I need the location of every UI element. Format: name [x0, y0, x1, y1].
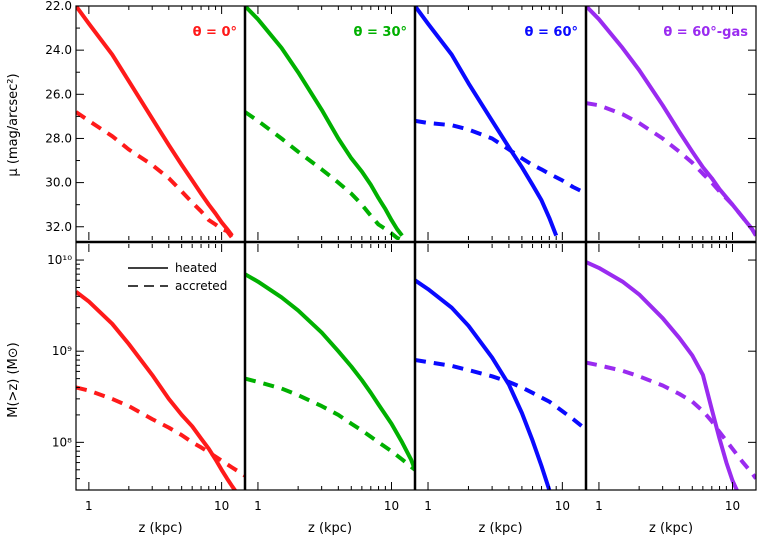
y-tick-label: 22.0: [45, 0, 72, 13]
x-tick-label: 1: [85, 499, 93, 513]
legend-label-accreted: accreted: [175, 279, 227, 293]
series-line-accreted-bottom-2: [415, 358, 586, 432]
bottom-y-axis-label: M(>z) (M⊙): [6, 342, 21, 417]
series-line-accreted-top-2: [415, 118, 586, 196]
x-axis-label: z (kpc): [478, 521, 522, 536]
x-tick-label: 1: [424, 499, 432, 513]
series-line-accreted-top-1: [245, 110, 403, 240]
series-line-heated-bottom-2: [415, 278, 552, 490]
x-axis-label: z (kpc): [308, 521, 352, 536]
x-tick-label: 1: [254, 499, 262, 513]
y-tick-label: 10¹⁰: [47, 253, 72, 267]
x-tick-label: 10: [725, 499, 740, 513]
x-axis-label: z (kpc): [138, 521, 182, 536]
plot-area: 1 10 z (kpc) 1 10 z (kpc) 1 10 z (kpc) 1 10 z (kpc)…: [45, 0, 757, 536]
legend-label-heated: heated: [175, 261, 217, 275]
y-tick-label: 32.0: [45, 220, 72, 234]
series-line-accreted-top-0: [76, 110, 234, 240]
series-line-heated-top-0: [76, 6, 234, 237]
series-line-accreted-bottom-0: [76, 385, 245, 478]
y-tick-label: 10⁹: [52, 344, 72, 358]
series-line-heated-bottom-3: [586, 260, 739, 490]
y-tick-label: 28.0: [45, 131, 72, 145]
y-tick-label: 10⁸: [52, 435, 72, 449]
panel-title: θ = 60°-gas: [663, 25, 748, 40]
x-tick-label: 1: [595, 499, 603, 513]
x-tick-label: 10: [384, 499, 399, 513]
y-tick-label: 30.0: [45, 176, 72, 190]
panel-title: θ = 0°: [193, 25, 237, 40]
x-axis-label: z (kpc): [649, 521, 693, 536]
panel-title: θ = 30°: [354, 25, 407, 40]
series-line-accreted-top-3: [586, 101, 756, 237]
series-line-heated-top-2: [415, 6, 559, 237]
x-tick-label: 10: [555, 499, 570, 513]
panel-title: θ = 60°: [525, 25, 578, 40]
axes-labels: μ (mag/arcsec²) M(>z) (M⊙): [6, 73, 21, 417]
series-line-heated-bottom-1: [245, 272, 415, 471]
y-tick-label: 26.0: [45, 87, 72, 101]
series-line-heated-bottom-0: [76, 290, 238, 490]
series-line-accreted-bottom-3: [586, 360, 756, 480]
x-tick-label: 10: [214, 499, 229, 513]
series-line-heated-top-1: [245, 6, 404, 237]
y-tick-label: 24.0: [45, 43, 72, 57]
series-line-accreted-bottom-1: [245, 376, 415, 472]
top-y-axis-label: μ (mag/arcsec²): [6, 73, 21, 176]
